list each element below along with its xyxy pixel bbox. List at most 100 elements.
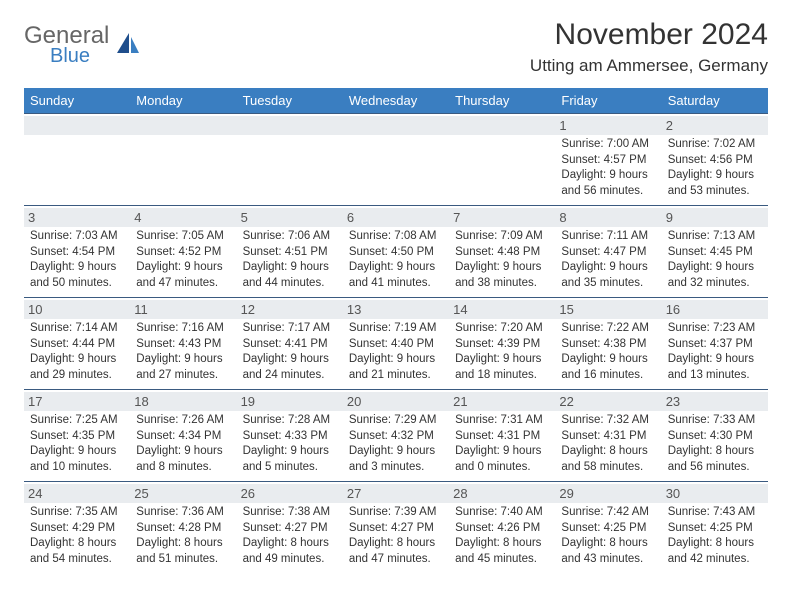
day-details: Sunrise: 7:25 AMSunset: 4:35 PMDaylight:… [30,413,124,475]
day-details: Sunrise: 7:31 AMSunset: 4:31 PMDaylight:… [455,413,549,475]
day-details: Sunrise: 7:09 AMSunset: 4:48 PMDaylight:… [455,229,549,291]
weekday-header: Monday [130,88,236,114]
day-number: 8 [555,208,661,227]
day-number: 1 [555,116,661,135]
empty-day-strip [343,116,449,135]
day-number: 28 [449,484,555,503]
calendar-empty-cell [237,114,343,206]
day-details: Sunrise: 7:32 AMSunset: 4:31 PMDaylight:… [561,413,655,475]
calendar-day-cell: 10 Sunrise: 7:14 AMSunset: 4:44 PMDayligh… [24,298,130,390]
calendar-day-cell: 14 Sunrise: 7:20 AMSunset: 4:39 PMDayligh… [449,298,555,390]
calendar-week-row: 10 Sunrise: 7:14 AMSunset: 4:44 PMDayligh… [24,298,768,390]
day-number: 14 [449,300,555,319]
month-title: November 2024 [530,18,768,52]
day-details: Sunrise: 7:33 AMSunset: 4:30 PMDaylight:… [668,413,762,475]
calendar-day-cell: 13 Sunrise: 7:19 AMSunset: 4:40 PMDayligh… [343,298,449,390]
day-number: 22 [555,392,661,411]
calendar-day-cell: 18 Sunrise: 7:26 AMSunset: 4:34 PMDayligh… [130,390,236,482]
calendar-week-row: 1 Sunrise: 7:00 AMSunset: 4:57 PMDaylight… [24,114,768,206]
day-details: Sunrise: 7:42 AMSunset: 4:25 PMDaylight:… [561,505,655,567]
calendar-day-cell: 25Sunrise: 7:36 AMSunset: 4:28 PMDayligh… [130,482,236,574]
day-details: Sunrise: 7:40 AMSunset: 4:26 PMDaylight:… [455,505,549,567]
calendar-day-cell: 15Sunrise: 7:22 AMSunset: 4:38 PMDayligh… [555,298,661,390]
calendar-day-cell: 19 Sunrise: 7:28 AMSunset: 4:33 PMDayligh… [237,390,343,482]
calendar-empty-cell [24,114,130,206]
day-details: Sunrise: 7:43 AMSunset: 4:25 PMDaylight:… [668,505,762,567]
calendar-week-row: 24Sunrise: 7:35 AMSunset: 4:29 PMDayligh… [24,482,768,574]
weekday-header: Tuesday [237,88,343,114]
calendar-day-cell: 22 Sunrise: 7:32 AMSunset: 4:31 PMDayligh… [555,390,661,482]
day-details: Sunrise: 7:28 AMSunset: 4:33 PMDaylight:… [243,413,337,475]
day-details: Sunrise: 7:03 AMSunset: 4:54 PMDaylight:… [30,229,124,291]
day-details: Sunrise: 7:19 AMSunset: 4:40 PMDaylight:… [349,321,443,383]
calendar-day-cell: 9Sunrise: 7:13 AMSunset: 4:45 PMDaylight… [662,206,768,298]
calendar-day-cell: 12Sunrise: 7:17 AMSunset: 4:41 PMDayligh… [237,298,343,390]
calendar-day-cell: 27 Sunrise: 7:39 AMSunset: 4:27 PMDayligh… [343,482,449,574]
calendar-week-row: 17 Sunrise: 7:25 AMSunset: 4:35 PMDayligh… [24,390,768,482]
calendar-day-cell: 23 Sunrise: 7:33 AMSunset: 4:30 PMDayligh… [662,390,768,482]
empty-day-strip [237,116,343,135]
day-details: Sunrise: 7:11 AMSunset: 4:47 PMDaylight:… [561,229,655,291]
weekday-header: Sunday [24,88,130,114]
day-number: 7 [449,208,555,227]
calendar-day-cell: 1 Sunrise: 7:00 AMSunset: 4:57 PMDaylight… [555,114,661,206]
day-number: 25 [130,484,236,503]
sail-icon [115,31,141,62]
day-details: Sunrise: 7:20 AMSunset: 4:39 PMDaylight:… [455,321,549,383]
day-details: Sunrise: 7:13 AMSunset: 4:45 PMDaylight:… [668,229,762,291]
logo: General Blue [24,24,141,68]
weekday-header: Thursday [449,88,555,114]
day-details: Sunrise: 7:26 AMSunset: 4:34 PMDaylight:… [136,413,230,475]
calendar-day-cell: 6 Sunrise: 7:08 AMSunset: 4:50 PMDaylight… [343,206,449,298]
day-details: Sunrise: 7:05 AMSunset: 4:52 PMDaylight:… [136,229,230,291]
empty-day-strip [24,116,130,135]
day-number: 27 [343,484,449,503]
calendar-day-cell: 21 Sunrise: 7:31 AMSunset: 4:31 PMDayligh… [449,390,555,482]
day-number: 29 [555,484,661,503]
day-number: 13 [343,300,449,319]
day-number: 10 [24,300,130,319]
day-details: Sunrise: 7:39 AMSunset: 4:27 PMDaylight:… [349,505,443,567]
day-details: Sunrise: 7:08 AMSunset: 4:50 PMDaylight:… [349,229,443,291]
day-number: 16 [662,300,768,319]
location: Utting am Ammersee, Germany [530,56,768,76]
calendar-day-cell: 30 Sunrise: 7:43 AMSunset: 4:25 PMDayligh… [662,482,768,574]
calendar-day-cell: 5Sunrise: 7:06 AMSunset: 4:51 PMDaylight… [237,206,343,298]
calendar-day-cell: 26 Sunrise: 7:38 AMSunset: 4:27 PMDayligh… [237,482,343,574]
calendar-empty-cell [449,114,555,206]
weekday-header-row: SundayMondayTuesdayWednesdayThursdayFrid… [24,88,768,114]
title-block: November 2024 Utting am Ammersee, German… [530,18,768,76]
day-number: 6 [343,208,449,227]
day-number: 17 [24,392,130,411]
calendar-day-cell: 4Sunrise: 7:05 AMSunset: 4:52 PMDaylight… [130,206,236,298]
day-number: 26 [237,484,343,503]
day-details: Sunrise: 7:22 AMSunset: 4:38 PMDaylight:… [561,321,655,383]
calendar-day-cell: 16 Sunrise: 7:23 AMSunset: 4:37 PMDayligh… [662,298,768,390]
day-number: 30 [662,484,768,503]
day-number: 23 [662,392,768,411]
empty-day-strip [130,116,236,135]
calendar-day-cell: 11Sunrise: 7:16 AMSunset: 4:43 PMDayligh… [130,298,236,390]
day-details: Sunrise: 7:17 AMSunset: 4:41 PMDaylight:… [243,321,337,383]
calendar-day-cell: 3Sunrise: 7:03 AMSunset: 4:54 PMDaylight… [24,206,130,298]
day-number: 2 [662,116,768,135]
day-details: Sunrise: 7:29 AMSunset: 4:32 PMDaylight:… [349,413,443,475]
day-number: 5 [237,208,343,227]
day-number: 20 [343,392,449,411]
day-details: Sunrise: 7:38 AMSunset: 4:27 PMDaylight:… [243,505,337,567]
calendar-day-cell: 8 Sunrise: 7:11 AMSunset: 4:47 PMDaylight… [555,206,661,298]
day-details: Sunrise: 7:23 AMSunset: 4:37 PMDaylight:… [668,321,762,383]
calendar-day-cell: 7 Sunrise: 7:09 AMSunset: 4:48 PMDaylight… [449,206,555,298]
day-details: Sunrise: 7:02 AMSunset: 4:56 PMDaylight:… [668,137,762,199]
day-number: 19 [237,392,343,411]
empty-day-strip [449,116,555,135]
day-details: Sunrise: 7:00 AMSunset: 4:57 PMDaylight:… [561,137,655,199]
day-number: 21 [449,392,555,411]
day-number: 18 [130,392,236,411]
day-details: Sunrise: 7:14 AMSunset: 4:44 PMDaylight:… [30,321,124,383]
weekday-header: Wednesday [343,88,449,114]
calendar-day-cell: 2 Sunrise: 7:02 AMSunset: 4:56 PMDaylight… [662,114,768,206]
calendar-empty-cell [130,114,236,206]
calendar-table: SundayMondayTuesdayWednesdayThursdayFrid… [24,88,768,573]
calendar-day-cell: 28 Sunrise: 7:40 AMSunset: 4:26 PMDayligh… [449,482,555,574]
